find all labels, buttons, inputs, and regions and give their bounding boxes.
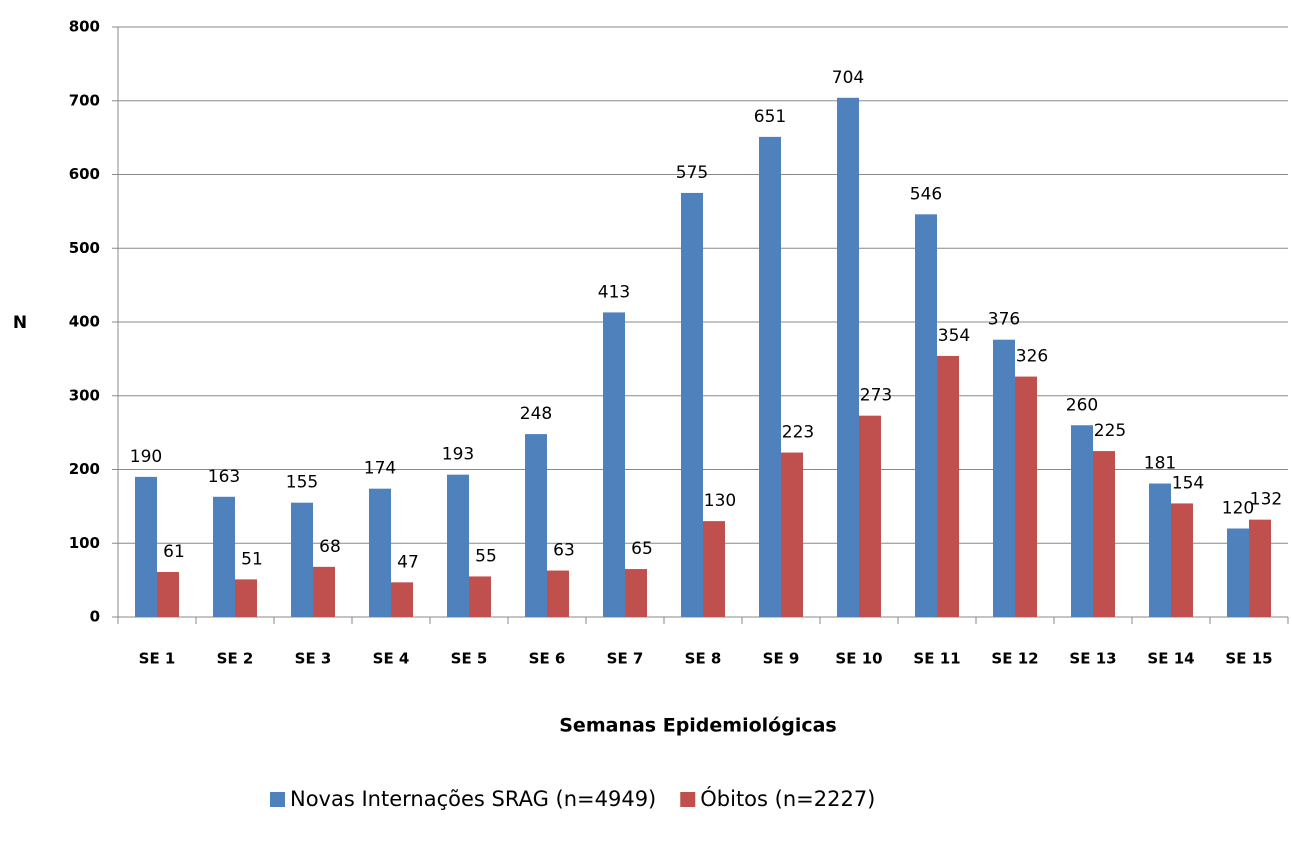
value-label: 651: [754, 107, 786, 127]
x-tick-label: SE 2: [217, 650, 254, 668]
bar: [547, 570, 569, 617]
bar: [1227, 528, 1249, 617]
x-tick-label: SE 4: [373, 650, 410, 668]
bar: [213, 496, 235, 617]
legend-label: Óbitos (n=2227): [700, 786, 875, 811]
value-label: 130: [704, 491, 736, 511]
bar: [1015, 376, 1037, 617]
value-label: 181: [1144, 454, 1176, 474]
value-label: 68: [319, 537, 341, 557]
value-label: 225: [1094, 421, 1126, 441]
value-label: 354: [938, 326, 970, 346]
y-tick-label: 200: [69, 460, 100, 478]
x-tick-label: SE 3: [295, 650, 332, 668]
value-label: 51: [241, 549, 263, 569]
bar: [469, 576, 491, 617]
bar: [781, 452, 803, 617]
bar: [391, 582, 413, 617]
value-label: 190: [130, 447, 162, 467]
bar: [1149, 483, 1171, 617]
legend-swatch: [680, 792, 696, 807]
bar: [313, 566, 335, 617]
bar: [1093, 451, 1115, 617]
value-label: 63: [553, 541, 575, 561]
bar: [135, 476, 157, 617]
value-label: 132: [1250, 490, 1282, 510]
x-tick-label: SE 8: [685, 650, 722, 668]
bar: [447, 474, 469, 617]
value-label: 546: [910, 184, 942, 204]
value-label: 376: [988, 310, 1020, 330]
bar: [681, 192, 703, 617]
x-tick-label: SE 1: [139, 650, 176, 668]
value-label: 193: [442, 445, 474, 465]
y-tick-label: 300: [69, 386, 100, 404]
bar: [759, 136, 781, 617]
value-label: 154: [1172, 473, 1204, 493]
y-tick-label: 800: [69, 18, 100, 36]
bar: [1071, 425, 1093, 617]
value-label: 120: [1222, 499, 1254, 519]
bar: [1171, 503, 1193, 617]
x-tick-label: SE 12: [991, 650, 1038, 668]
value-label: 704: [832, 68, 864, 88]
bar: [625, 569, 647, 617]
value-label: 174: [364, 459, 396, 479]
x-axis-title: Semanas Epidemiológicas: [559, 715, 836, 737]
y-tick-label: 600: [69, 165, 100, 183]
x-tick-label: SE 5: [451, 650, 488, 668]
x-tick-label: SE 13: [1069, 650, 1116, 668]
value-label: 326: [1016, 347, 1048, 367]
bar: [157, 572, 179, 617]
value-label: 223: [782, 423, 814, 443]
bar: [369, 488, 391, 617]
x-tick-label: SE 9: [763, 650, 800, 668]
bar: [291, 502, 313, 617]
legend-label: Novas Internações SRAG (n=4949): [290, 787, 656, 811]
bar: [937, 355, 959, 617]
value-label: 575: [676, 163, 708, 183]
bar: [525, 434, 547, 617]
x-tick-label: SE 7: [607, 650, 644, 668]
y-tick-label: 500: [69, 239, 100, 257]
value-label: 413: [598, 282, 630, 302]
x-tick-label: SE 14: [1147, 650, 1194, 668]
value-label: 273: [860, 386, 892, 406]
value-label: 65: [631, 539, 653, 559]
y-tick-label: 100: [69, 534, 100, 552]
value-label: 61: [163, 542, 185, 562]
value-label: 155: [286, 473, 318, 493]
y-tick-label: 0: [90, 608, 100, 626]
y-axis-title: N: [13, 313, 27, 333]
bar: [993, 339, 1015, 617]
value-label: 260: [1066, 395, 1098, 415]
bar: [703, 521, 725, 617]
x-tick-label: SE 11: [913, 650, 960, 668]
value-label: 163: [208, 467, 240, 487]
x-tick-label: SE 15: [1225, 650, 1272, 668]
x-tick-label: SE 6: [529, 650, 566, 668]
bar: [235, 579, 257, 617]
value-label: 55: [475, 546, 497, 566]
bar: [1249, 519, 1271, 617]
bar: [837, 97, 859, 618]
bar: [603, 312, 625, 617]
value-label: 248: [520, 404, 552, 424]
value-label: 47: [397, 552, 419, 572]
y-tick-label: 400: [69, 313, 100, 331]
bar: [915, 214, 937, 617]
legend-swatch: [270, 792, 285, 807]
x-tick-label: SE 10: [835, 650, 882, 668]
y-tick-label: 700: [69, 91, 100, 109]
bar: [859, 415, 881, 617]
